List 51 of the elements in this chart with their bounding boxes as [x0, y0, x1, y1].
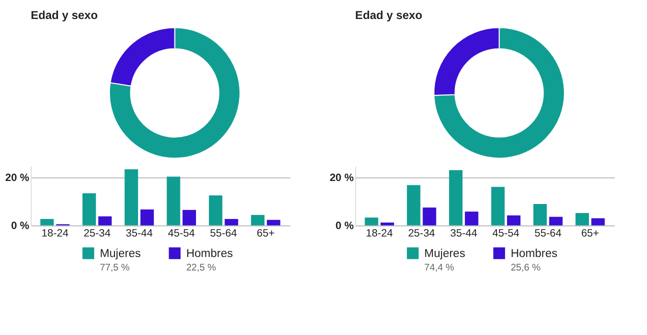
bar [406, 185, 420, 226]
bar [266, 220, 280, 226]
bar [40, 218, 54, 226]
data-label: 74,4 % [424, 262, 455, 274]
bar [591, 218, 605, 226]
bar [182, 210, 196, 226]
legend-label: Mujeres [424, 248, 466, 260]
bar [449, 170, 463, 226]
x-tick-label: 65+ [581, 227, 600, 240]
x-tick-label: 35-44 [126, 227, 153, 240]
x-tick-label: 55-64 [210, 227, 238, 240]
bar [507, 215, 520, 226]
x-tick-label: 18-24 [366, 227, 394, 240]
bar [491, 186, 505, 226]
bar [364, 218, 378, 226]
donut-slice [433, 27, 565, 159]
bar [464, 212, 478, 226]
bar [82, 193, 96, 226]
bar [98, 216, 112, 226]
data-label: 77,5 % [100, 262, 130, 274]
y-tick-label: 20 % [5, 172, 30, 184]
y-tick-label: 20 % [330, 172, 354, 184]
legend-label: Mujeres [100, 248, 141, 260]
x-tick-label: 45-54 [168, 227, 195, 240]
data-label: 25,6 % [510, 262, 541, 274]
donut-slice [108, 27, 240, 159]
bar [166, 176, 180, 226]
legend-label: Hombres [186, 248, 234, 260]
bar [380, 222, 394, 226]
chart-title: Edad y sexo [30, 10, 98, 22]
x-tick-label: 25-34 [408, 227, 436, 240]
data-label: 22,5 % [186, 262, 217, 274]
bar [140, 209, 154, 226]
x-tick-label: 65+ [256, 227, 275, 240]
chart-title: Edad y sexo [355, 10, 422, 22]
x-tick-label: 25-34 [84, 227, 111, 240]
bar [549, 216, 563, 226]
y-tick-label: 0 % [336, 220, 354, 232]
bar [533, 204, 547, 226]
x-tick-label: 35-44 [450, 227, 478, 240]
bar [251, 214, 264, 226]
bar [576, 213, 589, 226]
bar [208, 195, 222, 226]
bar [422, 208, 436, 226]
bar [224, 218, 238, 226]
x-tick-label: 18-24 [41, 227, 69, 240]
x-tick-label: 45-54 [492, 227, 520, 240]
y-tick-label: 0 % [11, 220, 30, 232]
legend-label: Hombres [510, 248, 558, 260]
bar [124, 169, 138, 226]
x-tick-label: 55-64 [534, 227, 562, 240]
